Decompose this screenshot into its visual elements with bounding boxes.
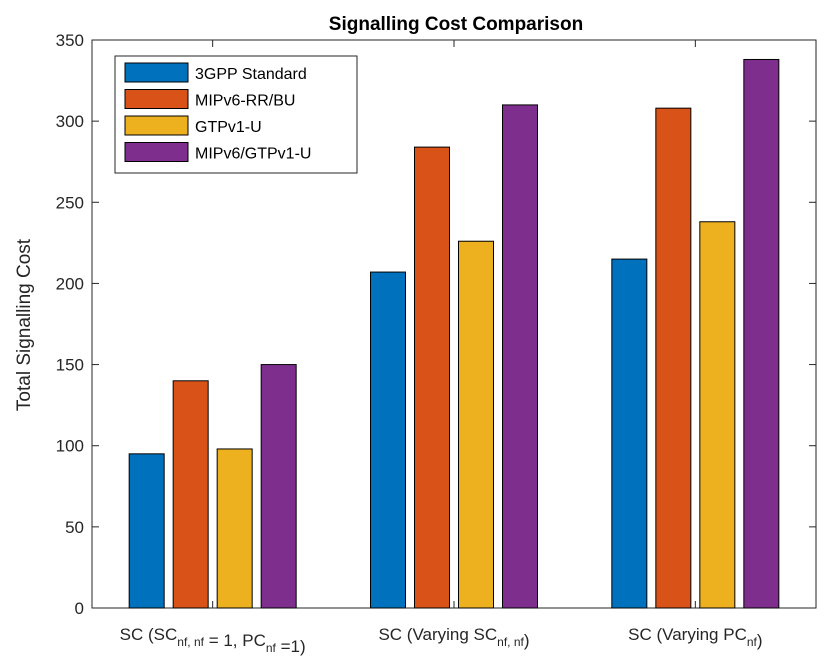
legend-swatch	[124, 115, 189, 136]
bar	[502, 104, 538, 609]
plot-area: 0 50 100 150 200 250 300 350 SC (SCnf, nf = 1, P…	[56, 31, 817, 656]
bar	[414, 146, 450, 609]
y-axis-label: Total Signalling Cost	[14, 238, 35, 411]
legend-label: GTPv1-U	[195, 119, 262, 136]
legend-swatch	[124, 89, 189, 109]
bar	[370, 271, 406, 609]
legend-label: MIPv6/GTPv1-U	[195, 146, 311, 163]
y-tick-label: 0	[75, 599, 84, 618]
legend-label: 3GPP Standard	[195, 66, 307, 83]
legend-label: MIPv6-RR/BU	[195, 93, 295, 110]
bar	[458, 240, 494, 609]
y-tick-label: 50	[65, 518, 84, 537]
y-tick-label: 350	[56, 31, 84, 50]
y-tick-label: 150	[56, 356, 84, 375]
legend-swatch	[124, 142, 189, 162]
x-tick-label: SC (Varying PCnf)	[628, 625, 762, 650]
bar	[743, 58, 780, 609]
bar	[655, 107, 692, 609]
bar	[216, 448, 253, 609]
y-tick-label: 300	[56, 112, 84, 131]
bar	[172, 380, 209, 609]
bar	[260, 364, 297, 609]
chart-title: Signalling Cost Comparison	[329, 14, 583, 35]
x-tick-label: SC (SCnf, nf = 1, PCnf =1)	[120, 625, 306, 656]
y-tick-label: 100	[56, 437, 84, 456]
bar	[128, 453, 165, 609]
bar	[611, 258, 648, 609]
legend-swatch	[124, 62, 189, 83]
y-tick-label: 200	[56, 274, 84, 293]
y-tick-label: 250	[56, 193, 84, 212]
x-tick-label: SC (Varying SCnf, nf)	[378, 625, 529, 650]
bar	[699, 221, 736, 609]
